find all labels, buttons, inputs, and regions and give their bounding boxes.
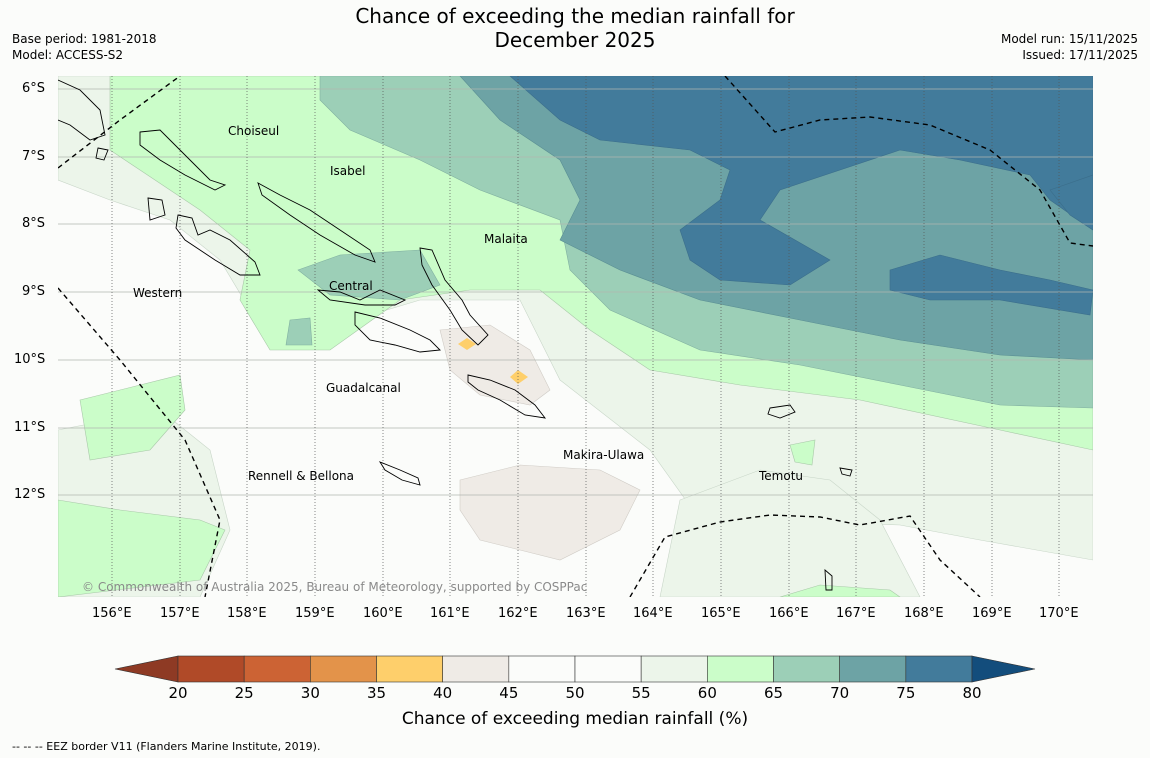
eez-legend-footer: -- -- -- EEZ border V11 (Flanders Marine… xyxy=(12,740,321,753)
lat-label: 7°S xyxy=(22,149,46,164)
lat-label: 9°S xyxy=(22,284,46,299)
colorbar-title: Chance of exceeding median rainfall (%) xyxy=(401,709,749,729)
lat-label: 6°S xyxy=(22,81,46,96)
colorbar-cell xyxy=(905,655,973,683)
eez-borders xyxy=(58,76,1093,597)
place-label-malaita: Malaita xyxy=(484,232,528,246)
colorbar-cell xyxy=(773,655,840,683)
colorbar-tick-label: 80 xyxy=(962,684,982,702)
lon-label: 170°E xyxy=(1039,606,1079,621)
copyright-notice: © Commonwealth of Australia 2025, Bureau… xyxy=(82,580,588,594)
lon-label: 164°E xyxy=(633,606,673,621)
map-title: Chance of exceeding the median rainfall … xyxy=(0,4,1150,52)
coastlines xyxy=(58,79,853,591)
colorbar-tick-label: 45 xyxy=(499,684,519,702)
colorbar-cell xyxy=(707,655,774,683)
colorbar-cell xyxy=(574,655,642,683)
lon-label: 161°E xyxy=(430,606,470,621)
lon-label: 158°E xyxy=(227,606,267,621)
lon-label: 168°E xyxy=(904,606,944,621)
colorbar-tick-label: 30 xyxy=(300,684,320,702)
colorbar-tick-label: 65 xyxy=(763,684,784,702)
colorbar-tick-label: 75 xyxy=(896,684,916,702)
colorbar-cell xyxy=(508,655,576,683)
colorbar-cell xyxy=(177,655,245,683)
colorbar-cell xyxy=(376,655,443,683)
colorbar-cell xyxy=(442,655,510,683)
contour-75-80 xyxy=(509,76,1093,286)
base-period: Base period: 1981-2018 xyxy=(12,32,157,46)
lon-label: 163°E xyxy=(566,606,606,621)
lon-label: 157°E xyxy=(160,606,200,621)
lon-label: 159°E xyxy=(295,606,335,621)
colorbar-tick-label: 35 xyxy=(366,684,387,702)
lon-label: 160°E xyxy=(363,606,403,621)
model-name: Model: ACCESS-S2 xyxy=(12,48,124,62)
lat-label: 8°S xyxy=(22,216,46,231)
place-label-temotu: Temotu xyxy=(759,469,804,483)
title-line-1: Chance of exceeding the median rainfall … xyxy=(355,4,795,28)
contour-40-45 xyxy=(459,464,641,561)
meta-left: Base period: 1981-2018 Model: ACCESS-S2 xyxy=(12,31,157,63)
issued-date: Issued: 17/11/2025 xyxy=(1022,48,1138,62)
colorbar-tick-label: 25 xyxy=(234,684,254,702)
colorbar-tick-label: 40 xyxy=(433,684,453,702)
lon-label: 167°E xyxy=(836,606,876,621)
meta-right: Model run: 15/11/2025 Issued: 17/11/2025 xyxy=(1001,31,1138,63)
place-label-choiseul: Choiseul xyxy=(228,124,280,138)
place-label-central: Central xyxy=(329,279,373,293)
colorbar-under xyxy=(114,655,179,683)
colorbar-over xyxy=(971,655,1036,683)
lon-label: 165°E xyxy=(701,606,741,621)
colorbar-tick-label: 50 xyxy=(565,684,585,702)
model-run: Model run: 15/11/2025 xyxy=(1000,32,1138,46)
place-label-western: Western xyxy=(133,286,183,300)
colorbar-cell xyxy=(243,655,311,683)
place-label-isabel: Isabel xyxy=(330,164,366,178)
colorbar-cell xyxy=(310,655,377,683)
lat-label: 11°S xyxy=(14,420,46,435)
colorbar xyxy=(114,655,1036,683)
colorbar-tick-label: 20 xyxy=(168,684,188,702)
colorbar-tick-label: 70 xyxy=(830,684,850,702)
lon-label: 156°E xyxy=(92,606,132,621)
lon-label: 162°E xyxy=(498,606,538,621)
colorbar-cell xyxy=(839,655,907,683)
lon-label: 166°E xyxy=(769,606,809,621)
place-label-rennell-bellona: Rennell & Bellona xyxy=(248,469,355,483)
place-label-makira-ulawa: Makira-Ulawa xyxy=(563,448,645,462)
colorbar-cell xyxy=(640,655,708,683)
lat-gridlines xyxy=(58,88,1093,496)
place-label-guadalcanal: Guadalcanal xyxy=(326,381,401,395)
colorbar-tick-label: 55 xyxy=(631,684,651,702)
title-line-2: December 2025 xyxy=(494,28,656,52)
colorbar-tick-label: 60 xyxy=(697,684,717,702)
lon-label: 169°E xyxy=(972,606,1012,621)
lat-label: 10°S xyxy=(14,352,46,367)
lat-label: 12°S xyxy=(14,487,46,502)
